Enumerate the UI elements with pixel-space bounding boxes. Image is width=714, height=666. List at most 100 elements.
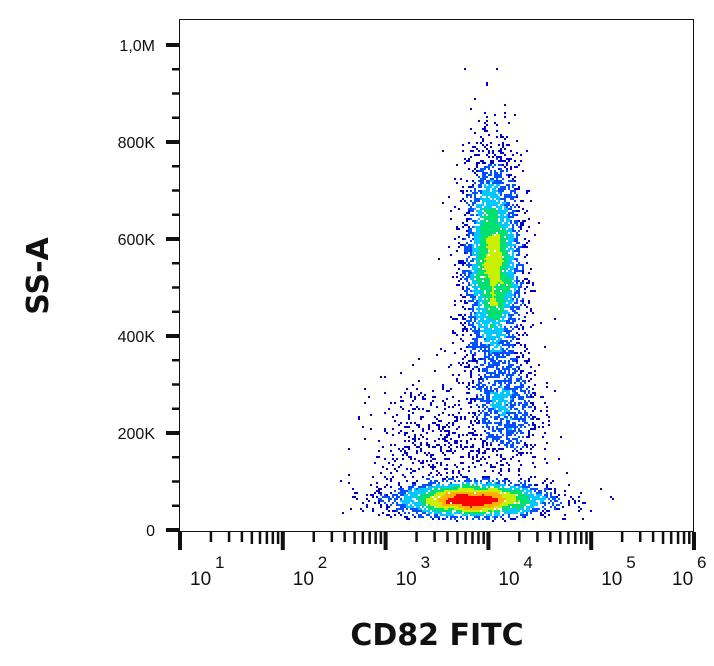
event-dot [518,474,520,476]
event-dot [546,442,548,444]
event-dot [448,498,450,500]
event-dot [438,506,440,508]
event-dot [506,252,508,254]
event-dot [468,492,470,494]
event-dot [504,232,506,234]
event-dot [446,494,448,496]
event-dot [400,492,402,494]
event-dot [564,494,566,496]
event-dot [488,332,490,334]
event-dot [476,204,478,206]
event-dot [498,288,500,290]
event-dot [574,500,576,502]
event-dot [512,426,514,428]
event-dot [480,160,482,162]
event-dot [538,498,540,500]
event-dot [506,216,508,218]
event-dot [436,494,438,496]
event-dot [434,458,436,460]
event-dot [484,348,486,350]
event-dot [514,484,516,486]
event-dot [462,276,464,278]
event-dot [374,462,376,464]
event-dot [522,384,524,386]
event-dot [472,348,474,350]
event-dot [494,514,496,516]
event-dot [472,214,474,216]
event-dot [490,278,492,280]
event-dot [378,498,380,500]
event-dot [406,496,408,498]
event-dot [418,516,420,518]
event-dot [406,516,408,518]
event-dot [474,198,476,200]
event-dot [508,274,510,276]
event-dot [478,498,480,500]
event-dot [382,446,384,448]
event-dot [510,302,512,304]
event-dot [462,358,464,360]
event-dot [498,480,500,482]
event-dot [440,512,442,514]
event-dot [474,434,476,436]
event-dot [488,408,490,410]
event-dot [514,512,516,514]
event-dot [480,358,482,360]
event-dot [386,508,388,510]
event-dot [420,500,422,502]
event-dot [534,488,536,490]
event-dot [342,512,344,514]
event-dot [430,508,432,510]
event-dot [428,426,430,428]
event-dot [482,270,484,272]
event-dot [498,260,500,262]
event-dot [496,194,498,196]
event-dot [468,218,470,220]
event-dot [524,504,526,506]
event-dot [480,196,482,198]
event-dot [544,458,546,460]
event-dot [482,294,484,296]
event-dot [476,330,478,332]
event-dot [498,386,500,388]
event-dot [400,430,402,432]
event-dot [444,350,446,352]
event-dot [462,504,464,506]
event-dot [482,488,484,490]
event-dot [472,322,474,324]
event-dot [502,310,504,312]
event-dot [480,324,482,326]
event-dot [528,302,530,304]
event-dot [412,400,414,402]
event-dot [490,228,492,230]
x-tick-label-base: 10 [293,569,314,590]
event-dot [446,486,448,488]
event-dot [458,492,460,494]
event-dot [496,390,498,392]
event-dot [510,290,512,292]
event-dot [498,512,500,514]
event-dot [470,252,472,254]
event-dot [470,490,472,492]
event-dot [396,508,398,510]
event-dot [526,286,528,288]
event-dot [498,264,500,266]
event-dot [496,496,498,498]
event-dot [472,512,474,514]
event-dot [514,320,516,322]
event-dot [510,316,512,318]
event-dot [504,512,506,514]
event-dot [482,288,484,290]
event-dot [474,258,476,260]
event-dot [422,484,424,486]
event-dot [448,484,450,486]
event-dot [486,514,488,516]
event-dot [498,504,500,506]
event-dot [546,406,548,408]
event-dot [512,226,514,228]
event-dot [526,374,528,376]
event-dot [484,330,486,332]
event-dot [494,154,496,156]
event-dot [476,268,478,270]
event-dot [478,350,480,352]
